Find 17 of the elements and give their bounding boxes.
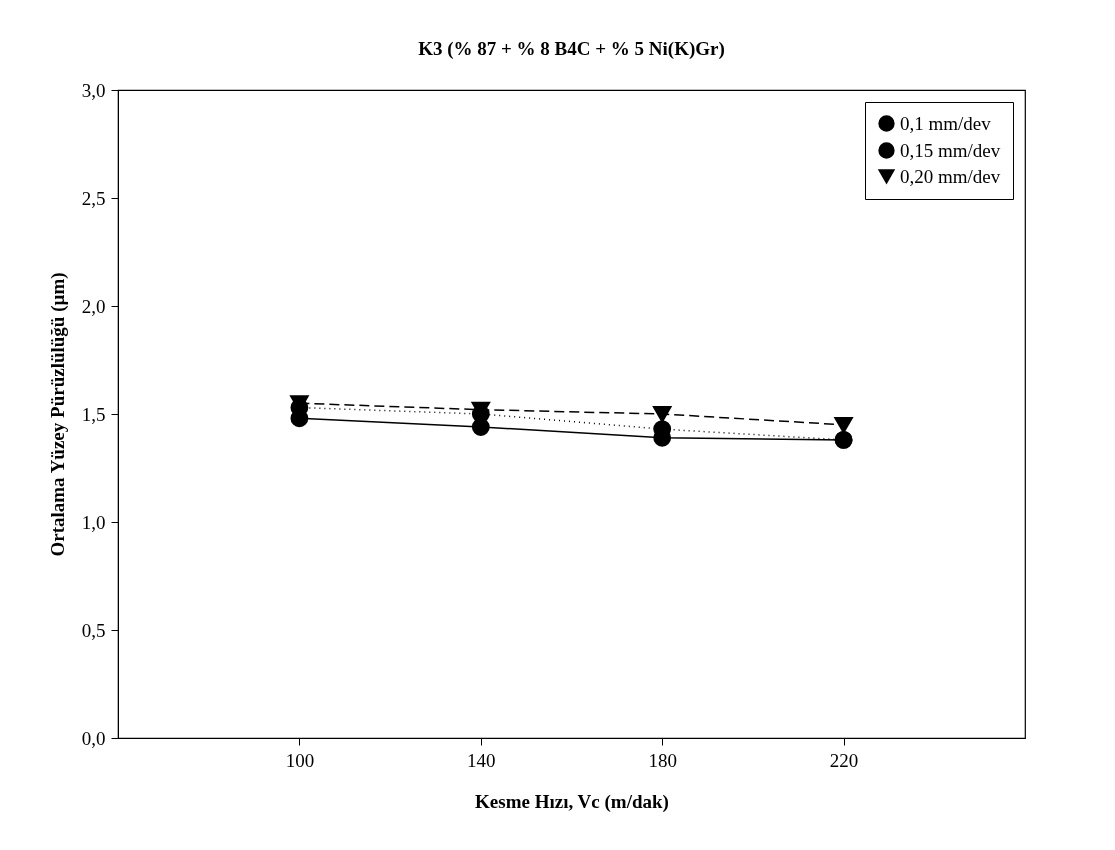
- legend-label: 0,15 mm/dev: [900, 139, 1001, 161]
- x-axis-title: Kesme Hızı, Vc (m/dak): [475, 790, 669, 813]
- y-tick-label: 1,5: [81, 403, 106, 425]
- y-tick-label: 2,5: [81, 187, 106, 209]
- y-tick-label: 1,0: [81, 511, 106, 533]
- legend-label: 0,1 mm/dev: [900, 112, 992, 134]
- y-tick-label: 3,0: [81, 79, 106, 101]
- legend-label: 0,20 mm/dev: [900, 165, 1001, 187]
- x-tick-label: 220: [829, 749, 859, 771]
- x-tick-label: 140: [467, 749, 496, 771]
- y-tick-label: 0,5: [81, 619, 106, 641]
- x-tick-label: 180: [648, 749, 677, 771]
- y-tick-label: 2,0: [81, 295, 106, 317]
- y-tick-label: 0,0: [81, 727, 106, 749]
- y-axis-title: Ortalama Yüzey Pürüzlülüğü (µm): [46, 272, 69, 557]
- chart-title: K3 (% 87 + % 8 B4C + % 5 Ni(K)Gr): [418, 38, 725, 60]
- x-tick-label: 100: [285, 749, 315, 771]
